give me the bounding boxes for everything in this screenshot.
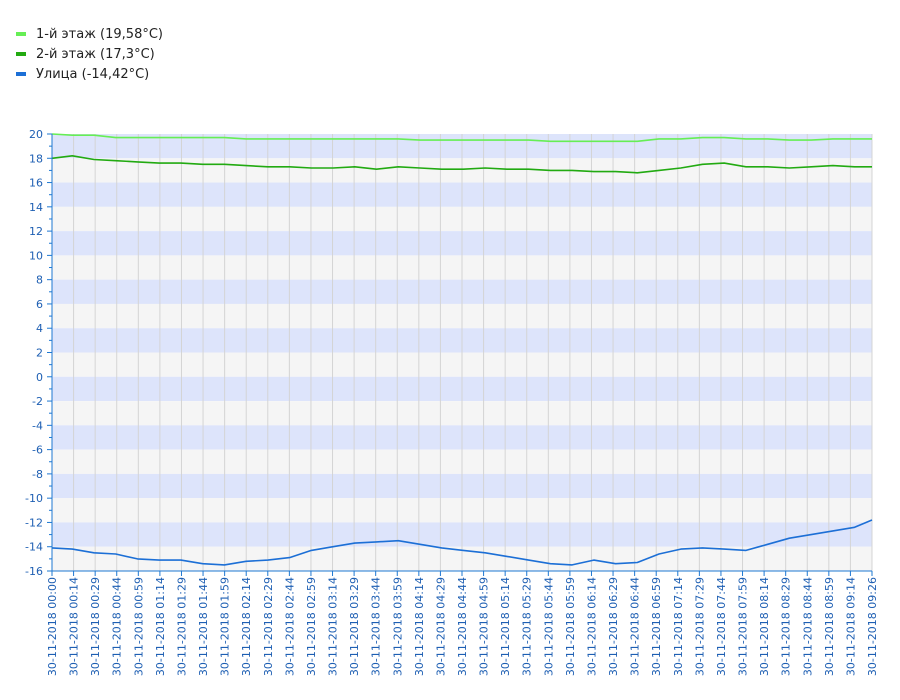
y-tick-label: -12 bbox=[25, 516, 43, 529]
x-tick-label: 30-11-2018 06:29 bbox=[607, 577, 620, 676]
legend-label-street: Улица (-14,42°C) bbox=[36, 66, 150, 82]
series-line-1 bbox=[51, 133, 872, 143]
x-tick-label: 30-11-2018 07:44 bbox=[715, 577, 728, 676]
series-lines bbox=[51, 133, 873, 566]
x-tick-label: 30-11-2018 05:14 bbox=[499, 577, 512, 676]
x-tick-label: 30-11-2018 03:29 bbox=[348, 577, 361, 676]
y-tick-label: 0 bbox=[36, 371, 43, 384]
y-tick-label: 10 bbox=[29, 249, 43, 262]
x-tick-label: 30-11-2018 06:59 bbox=[650, 577, 663, 676]
x-tick-label: 30-11-2018 05:59 bbox=[564, 577, 577, 676]
legend-swatch-floor-2 bbox=[16, 52, 26, 56]
x-tick-label: 30-11-2018 09:26 bbox=[866, 577, 879, 676]
legend-item-street: Улица (-14,42°C) bbox=[16, 64, 163, 84]
x-tick-label: 30-11-2018 01:44 bbox=[197, 577, 210, 676]
legend-item-floor-2: 2-й этаж (17,3°C) bbox=[16, 44, 163, 64]
y-tick-label: -2 bbox=[32, 395, 43, 408]
x-axis-ticks: 30-11-2018 00:00 30-11-2018 00:14 30-11-20… bbox=[46, 571, 879, 676]
y-tick-label: 20 bbox=[29, 128, 43, 141]
x-tick-label: 30-11-2018 01:14 bbox=[154, 577, 167, 676]
x-tick-label: 30-11-2018 07:14 bbox=[672, 577, 685, 676]
x-tick-label: 30-11-2018 04:44 bbox=[456, 577, 469, 676]
x-tick-label: 30-11-2018 00:29 bbox=[89, 577, 102, 676]
x-tick-label: 30-11-2018 07:59 bbox=[737, 577, 750, 676]
y-tick-label: -8 bbox=[32, 468, 43, 481]
legend-item-floor-1: 1-й этаж (19,58°C) bbox=[16, 24, 163, 44]
y-tick-label: 2 bbox=[36, 347, 43, 360]
x-tick-label: 30-11-2018 00:44 bbox=[111, 577, 124, 676]
y-tick-label: -14 bbox=[25, 541, 43, 554]
x-tick-label: 30-11-2018 04:29 bbox=[434, 577, 447, 676]
legend-swatch-street bbox=[16, 72, 26, 76]
x-tick-label: 30-11-2018 06:14 bbox=[585, 577, 598, 676]
x-tick-label: 30-11-2018 09:14 bbox=[844, 577, 857, 676]
series-line-2 bbox=[51, 155, 872, 174]
legend: 1-й этаж (19,58°C) 2-й этаж (17,3°C) Ули… bbox=[16, 24, 163, 84]
x-tick-label: 30-11-2018 03:14 bbox=[327, 577, 340, 676]
legend-swatch-floor-1 bbox=[16, 32, 26, 36]
x-tick-label: 30-11-2018 08:59 bbox=[823, 577, 836, 676]
x-tick-label: 30-11-2018 02:59 bbox=[305, 577, 318, 676]
y-tick-label: -10 bbox=[25, 492, 43, 505]
x-tick-label: 30-11-2018 00:59 bbox=[132, 577, 145, 676]
y-tick-label: 18 bbox=[29, 152, 43, 165]
x-tick-label: 30-11-2018 08:14 bbox=[758, 577, 771, 676]
y-tick-label: -6 bbox=[32, 444, 43, 457]
legend-label-floor-1: 1-й этаж (19,58°C) bbox=[36, 26, 163, 42]
x-tick-label: 30-11-2018 05:44 bbox=[542, 577, 555, 676]
x-tick-label: 30-11-2018 04:14 bbox=[413, 577, 426, 676]
x-tick-label: 30-11-2018 04:59 bbox=[478, 577, 491, 676]
x-tick-label: 30-11-2018 01:59 bbox=[219, 577, 232, 676]
x-tick-label: 30-11-2018 00:14 bbox=[68, 577, 81, 676]
legend-label-floor-2: 2-й этаж (17,3°C) bbox=[36, 46, 155, 62]
y-tick-label: 14 bbox=[29, 201, 43, 214]
y-axis-ticks: -16 -14 -12 -10 -8 -6 -4 -2 0 2 4 6 8 10 12 14 16 18 20 bbox=[25, 128, 52, 578]
x-tick-label: 30-11-2018 02:14 bbox=[240, 577, 253, 676]
x-tick-label: 30-11-2018 08:29 bbox=[780, 577, 793, 676]
y-tick-label: -16 bbox=[25, 565, 43, 578]
x-tick-label: 30-11-2018 05:29 bbox=[521, 577, 534, 676]
x-tick-label: 30-11-2018 01:29 bbox=[175, 577, 188, 676]
x-tick-label: 30-11-2018 07:29 bbox=[693, 577, 706, 676]
y-tick-label: 12 bbox=[29, 225, 43, 238]
x-tick-label: 30-11-2018 08:44 bbox=[801, 577, 814, 676]
x-tick-label: 30-11-2018 02:29 bbox=[262, 577, 275, 676]
y-tick-label: 8 bbox=[36, 274, 43, 287]
y-tick-label: -4 bbox=[32, 419, 43, 432]
y-tick-label: 4 bbox=[36, 322, 43, 335]
y-tick-label: 16 bbox=[29, 177, 43, 190]
series-line-3 bbox=[51, 519, 873, 566]
y-tick-label: 6 bbox=[36, 298, 43, 311]
x-tick-label: 30-11-2018 03:59 bbox=[391, 577, 404, 676]
x-tick-label: 30-11-2018 02:44 bbox=[283, 577, 296, 676]
x-tick-label: 30-11-2018 06:44 bbox=[629, 577, 642, 676]
x-tick-label: 30-11-2018 00:00 bbox=[46, 577, 59, 676]
x-tick-label: 30-11-2018 03:44 bbox=[370, 577, 383, 676]
